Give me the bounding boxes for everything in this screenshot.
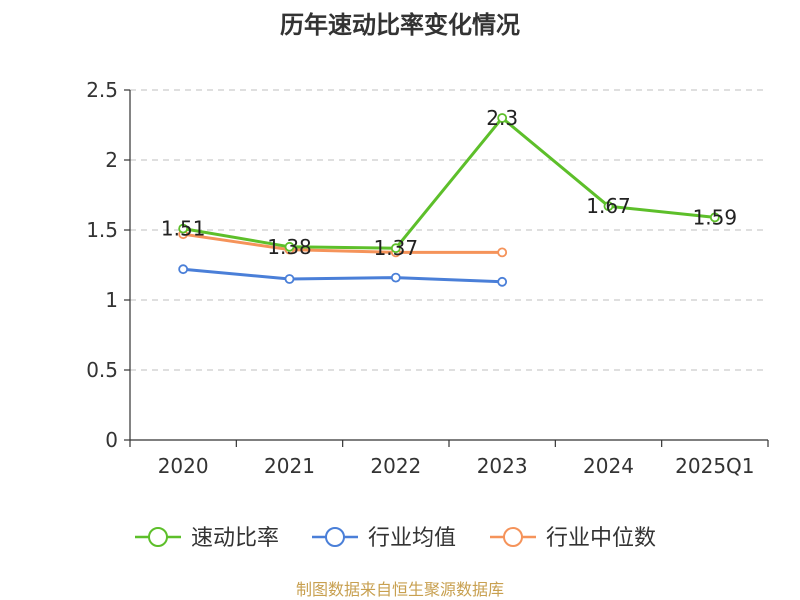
data-label: 1.51 xyxy=(161,217,206,241)
data-point xyxy=(284,274,295,284)
x-tick-label: 2021 xyxy=(264,454,315,478)
legend-marker xyxy=(325,527,345,547)
x-tick-label: 2025Q1 xyxy=(675,454,754,478)
x-tick-label: 2022 xyxy=(370,454,421,478)
series-line-0 xyxy=(182,116,715,250)
data-point xyxy=(497,247,508,258)
data-label: 1.59 xyxy=(693,205,738,229)
legend: 速动比率 行业均值 行业中位数 xyxy=(135,526,656,551)
gridlines xyxy=(130,89,768,371)
legend-label: 行业中位数 xyxy=(546,526,656,551)
y-tick-label: 0.5 xyxy=(86,358,118,382)
data-label: 1.38 xyxy=(267,235,312,259)
x-tick-label: 2024 xyxy=(583,454,634,478)
data-labels: 1.51 1.38 1.37 2.3 1.67 1.59 xyxy=(161,106,737,260)
data-point xyxy=(178,223,189,234)
data-point xyxy=(390,272,401,283)
data-label: 1.67 xyxy=(586,194,631,218)
data-point xyxy=(390,243,401,254)
x-tick-label: 2020 xyxy=(158,454,209,478)
data-label: 2.3 xyxy=(486,106,518,130)
series-lines xyxy=(178,113,720,287)
source-note: 制图数据来自恒生聚源数据库 xyxy=(296,580,504,599)
legend-marker xyxy=(503,527,523,547)
legend-marker xyxy=(148,527,168,547)
y-tick-label: 1 xyxy=(105,288,118,312)
y-tick-label: 1.5 xyxy=(86,218,118,242)
data-point xyxy=(603,201,614,212)
legend-label: 速动比率 xyxy=(191,526,279,551)
legend-label: 行业均值 xyxy=(368,526,456,551)
data-point xyxy=(709,212,720,223)
x-tick-label: 2023 xyxy=(477,454,528,478)
axes: 0 0.5 1 1.5 2 2.5 2020 2021 2022 2023 2024 2025Q1 xyxy=(86,78,769,478)
series-line-2 xyxy=(182,232,503,254)
y-tick-label: 0 xyxy=(105,428,118,452)
data-point xyxy=(497,276,508,287)
data-point xyxy=(178,264,189,275)
series-line-1 xyxy=(183,267,503,284)
data-label: 1.37 xyxy=(374,236,419,260)
data-point xyxy=(497,113,508,123)
y-tick-label: 2 xyxy=(105,148,118,172)
chart-title: 历年速动比率变化情况 xyxy=(280,11,520,39)
data-point xyxy=(284,241,295,252)
y-tick-label: 2.5 xyxy=(86,78,118,102)
